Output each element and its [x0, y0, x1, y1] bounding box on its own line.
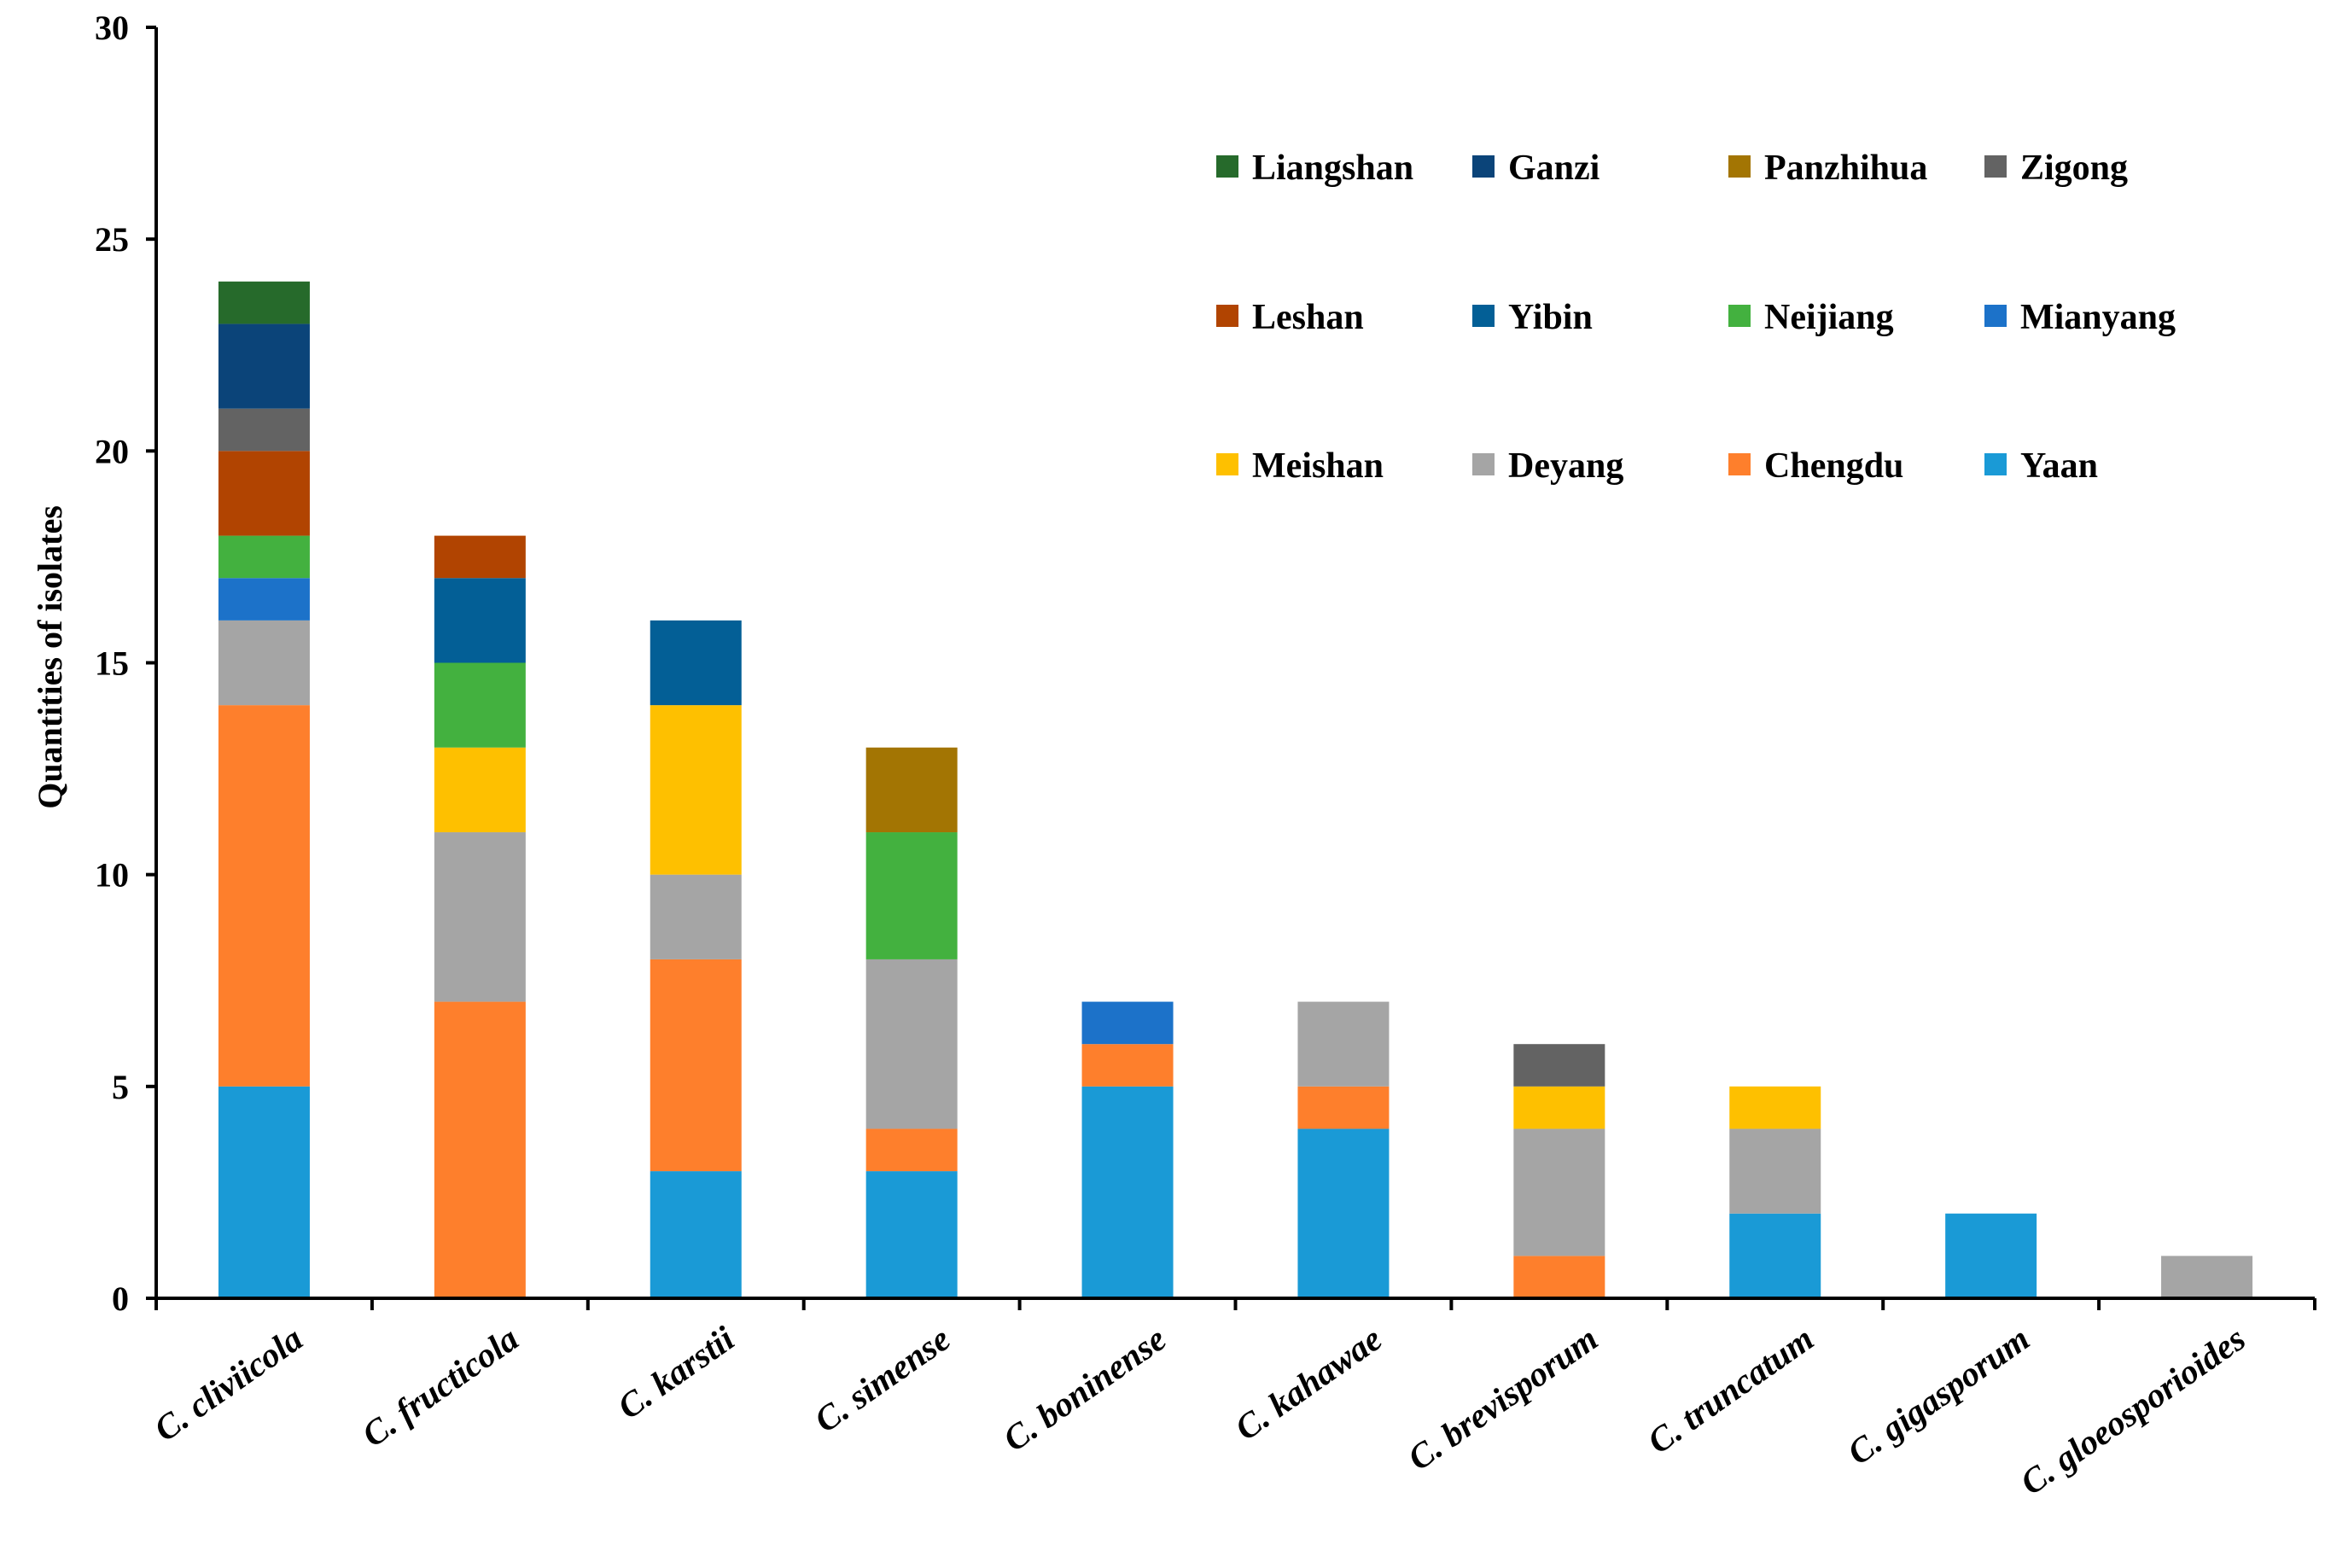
legend-label-deyang: Deyang [1508, 446, 1623, 486]
bar-c-fructicola-neijiang [434, 662, 526, 748]
bar-c-boninense-mianyang [1081, 1001, 1174, 1045]
y-tick-label-30: 30 [95, 9, 129, 47]
bar-c-brevisporum-meishan [1513, 1086, 1605, 1129]
bar-c-karstii-meishan [650, 705, 742, 875]
legend-swatch-panzhihua [1728, 155, 1751, 178]
bar-c-simense-yaan [865, 1171, 958, 1298]
legend-label-ganzi: Ganzi [1508, 149, 1600, 188]
legend-swatch-neijiang [1728, 305, 1751, 327]
bar-c-truncatum-meishan [1729, 1086, 1821, 1129]
bar-c-cliviicola-liangshan [218, 281, 310, 324]
legend-label-chengdu: Chengdu [1764, 446, 1903, 486]
legend-label-mianyang: Mianyang [2020, 298, 2176, 337]
x-category-label-c-cliviicola: C. cliviicola [147, 1319, 310, 1449]
y-tick-label-10: 10 [95, 856, 129, 895]
bar-c-gigasporum-yaan [1945, 1213, 2037, 1298]
x-category-label-c-simense: C. simense [807, 1319, 958, 1440]
bar-c-karstii-yibin [650, 620, 742, 706]
x-category-label-c-gloeosporioides: C. gloeosporioides [2013, 1319, 2252, 1502]
legend-label-yibin: Yibin [1508, 298, 1593, 337]
bars-group [218, 281, 2253, 1298]
x-category-label-c-boninense: C. boninense [996, 1319, 1173, 1459]
legend-label-liangshan: Liangshan [1252, 149, 1413, 188]
bar-c-kahawae-yaan [1297, 1128, 1390, 1298]
bar-c-fructicola-meishan [434, 747, 526, 833]
x-category-label-c-karstii: C. karstii [610, 1318, 742, 1426]
bar-c-cliviicola-neijiang [218, 535, 310, 579]
bar-c-fructicola-deyang [434, 832, 526, 1002]
legend-swatch-deyang [1472, 453, 1495, 475]
legend-label-neijiang: Neijiang [1764, 298, 1894, 337]
y-tick-label-20: 20 [95, 432, 129, 470]
x-category-label-c-gigasporum: C. gigasporum [1840, 1319, 2037, 1472]
bar-c-truncatum-yaan [1729, 1213, 1821, 1298]
legend-swatch-mianyang [1984, 305, 2007, 327]
x-category-label-c-brevisporum: C. brevisporum [1401, 1319, 1605, 1478]
legend-swatch-yaan [1984, 453, 2007, 475]
bar-c-karstii-yaan [650, 1171, 742, 1298]
legend-swatch-zigong [1984, 155, 2007, 178]
legend-swatch-meishan [1216, 453, 1238, 475]
legend-label-yaan: Yaan [2020, 446, 2098, 486]
bar-c-cliviicola-zigong [218, 408, 310, 452]
bar-c-truncatum-deyang [1729, 1128, 1821, 1214]
bar-c-cliviicola-deyang [218, 620, 310, 706]
legend: Liangshan Ganzi Panzhihua Zigong Leshan Yibin… [1216, 149, 2176, 486]
bar-c-fructicola-yibin [434, 578, 526, 663]
x-category-label-c-fructicola: C. fructicola [355, 1319, 526, 1454]
bar-c-cliviicola-ganzi [218, 324, 310, 409]
bar-c-simense-deyang [865, 959, 958, 1129]
bar-c-simense-neijiang [865, 832, 958, 959]
bar-c-cliviicola-mianyang [218, 578, 310, 621]
bar-c-simense-panzhihua [865, 747, 958, 833]
bar-c-cliviicola-yaan [218, 1086, 310, 1298]
y-tick-label-15: 15 [95, 644, 129, 683]
x-category-label-c-kahawae: C. kahawae [1227, 1319, 1389, 1448]
legend-swatch-ganzi [1472, 155, 1495, 178]
legend-label-leshan: Leshan [1252, 298, 1364, 337]
legend-label-meishan: Meishan [1252, 446, 1384, 486]
y-axis-title: Quantities of isolates [31, 505, 69, 809]
bar-c-cliviicola-chengdu [218, 705, 310, 1087]
bar-c-karstii-deyang [650, 874, 742, 959]
legend-swatch-liangshan [1216, 155, 1238, 178]
legend-swatch-yibin [1472, 305, 1495, 327]
bar-c-gloeosporioides-deyang [2161, 1256, 2253, 1298]
bar-c-karstii-chengdu [650, 959, 742, 1172]
bar-c-boninense-chengdu [1081, 1044, 1174, 1087]
bar-c-fructicola-chengdu [434, 1001, 526, 1298]
bar-c-brevisporum-zigong [1513, 1044, 1605, 1087]
legend-label-panzhihua: Panzhihua [1764, 149, 1927, 188]
y-tick-label-5: 5 [112, 1068, 129, 1106]
bar-c-fructicola-leshan [434, 535, 526, 579]
bar-c-kahawae-chengdu [1297, 1086, 1390, 1129]
bar-c-boninense-yaan [1081, 1086, 1174, 1298]
y-tick-label-0: 0 [112, 1279, 129, 1318]
bar-c-cliviicola-leshan [218, 451, 310, 536]
bar-c-simense-chengdu [865, 1128, 958, 1172]
bar-c-brevisporum-chengdu [1513, 1256, 1605, 1298]
y-tick-label-25: 25 [95, 220, 129, 259]
legend-swatch-chengdu [1728, 453, 1751, 475]
legend-label-zigong: Zigong [2020, 149, 2128, 188]
x-category-label-c-truncatum: C. truncatum [1640, 1319, 1821, 1461]
bar-c-brevisporum-deyang [1513, 1128, 1605, 1256]
bar-c-kahawae-deyang [1297, 1001, 1390, 1087]
legend-swatch-leshan [1216, 305, 1238, 327]
